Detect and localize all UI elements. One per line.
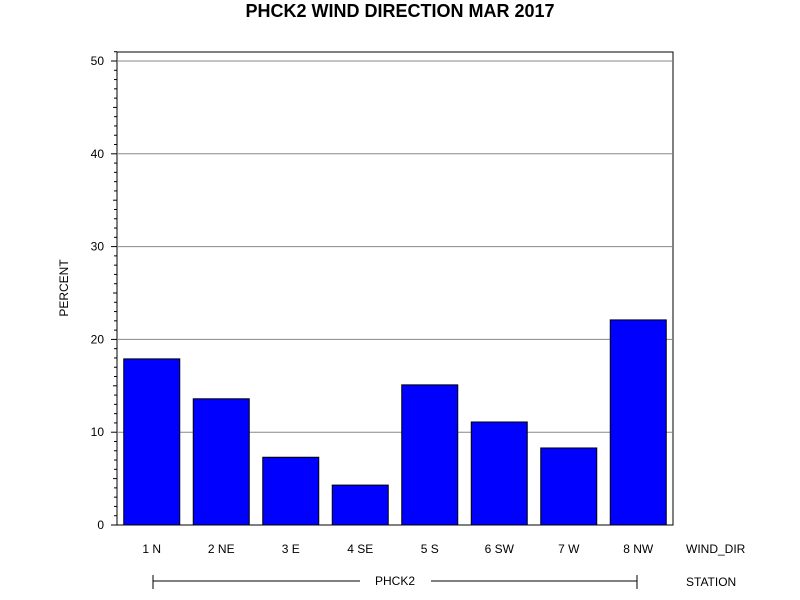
x-category-label: 5 S (421, 542, 439, 556)
x-category-label: 3 E (282, 542, 300, 556)
x-axis-category-labels: 1 N 2 NE 3 E 4 SE 5 S 6 SW 7 W 8 NW (142, 542, 654, 556)
y-axis-ticks: 0 10 20 30 40 50 (91, 51, 117, 532)
bar-7 (540, 447, 598, 526)
y-tick-label: 10 (91, 425, 105, 439)
bar-3 (262, 456, 320, 526)
x-category-label: 6 SW (485, 542, 515, 556)
bar-8 (609, 319, 667, 526)
x-category-label: 7 W (558, 542, 580, 556)
x-axis-label: WIND_DIR (686, 542, 746, 556)
y-tick-label: 40 (91, 147, 105, 161)
x-category-label: 1 N (142, 542, 161, 556)
bars (123, 319, 667, 526)
chart-title: PHCK2 WIND DIRECTION MAR 2017 (245, 1, 554, 21)
bar-5 (401, 384, 459, 526)
bar-4 (331, 484, 389, 526)
bar-2 (192, 398, 250, 526)
station-group-bracket: PHCK2 (152, 574, 638, 589)
bar-1 (123, 358, 181, 526)
x-category-label: 4 SE (347, 542, 373, 556)
y-tick-label: 0 (97, 518, 104, 532)
x-category-label: 2 NE (208, 542, 235, 556)
station-group-label: PHCK2 (375, 574, 415, 588)
y-axis-label: PERCENT (57, 259, 71, 317)
y-tick-label: 20 (91, 332, 105, 346)
bar-6 (470, 421, 528, 526)
y-tick-label: 30 (91, 240, 105, 254)
y-tick-label: 50 (91, 54, 105, 68)
x-category-label: 8 NW (623, 542, 654, 556)
group-axis-label: STATION (686, 575, 736, 589)
